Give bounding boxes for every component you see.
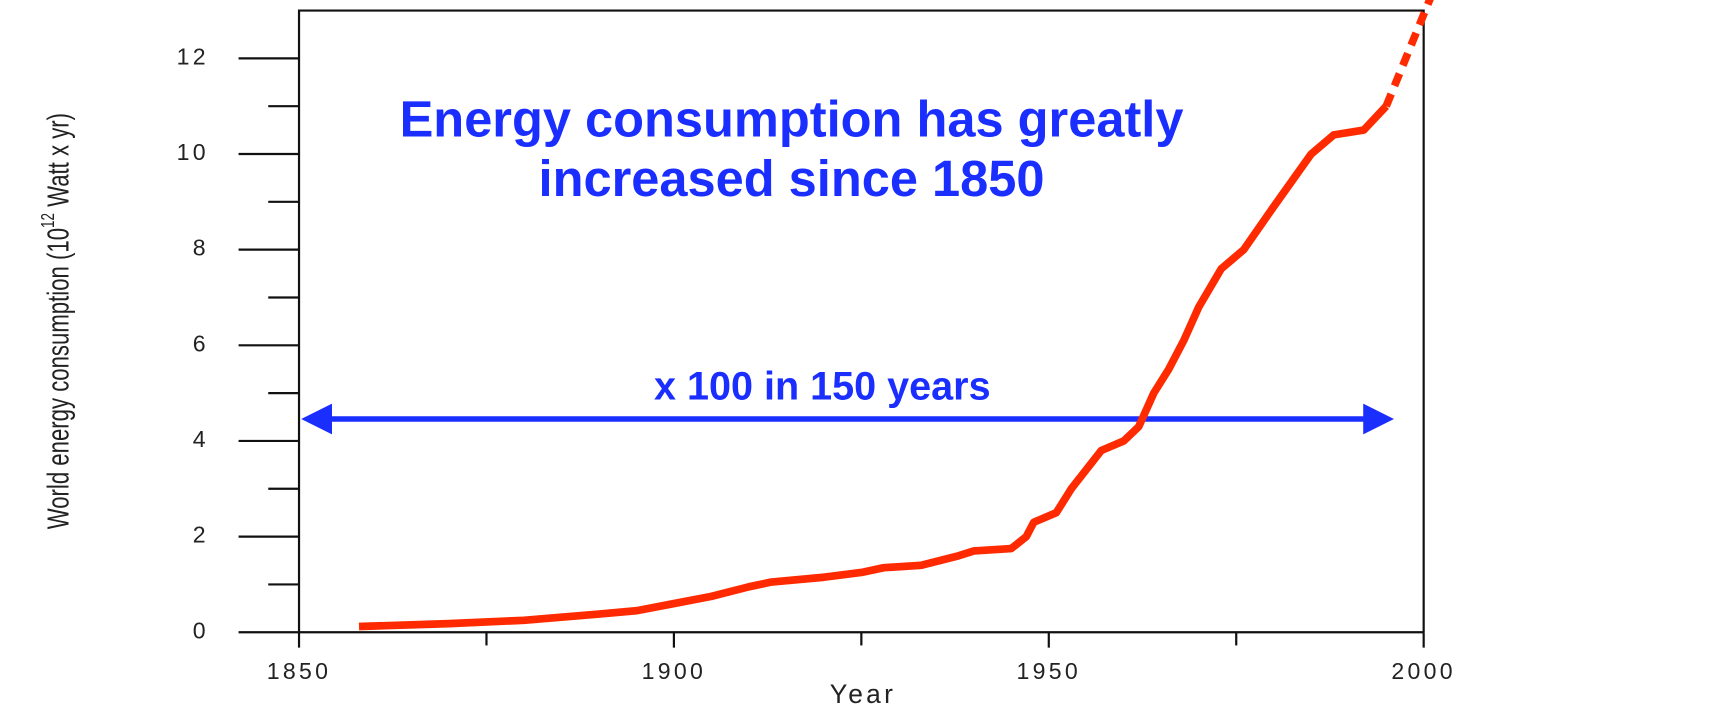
arrow-label: x 100 in 150 years bbox=[654, 365, 991, 409]
y-tick-label: 2 bbox=[193, 522, 209, 548]
y-label-part: World energy consumption (10 bbox=[41, 228, 75, 529]
x-tick-label: 2000 bbox=[1391, 658, 1456, 684]
y-tick-label: 10 bbox=[177, 139, 209, 165]
y-axis-label: World energy consumption (1012 Watt x yr… bbox=[38, 113, 75, 529]
y-tick-label: 8 bbox=[193, 235, 209, 261]
y-tick-label: 4 bbox=[193, 426, 209, 452]
data-line bbox=[1382, 0, 1434, 108]
x-tick-label: 1900 bbox=[642, 658, 707, 684]
y-label-part: Watt x yr) bbox=[41, 113, 75, 213]
x-axis-label: Year bbox=[830, 679, 896, 706]
data-line bbox=[358, 103, 1389, 631]
x-tick-label: 1850 bbox=[267, 658, 332, 684]
y-tick-label: 0 bbox=[193, 617, 209, 643]
y-label-sup: 12 bbox=[38, 213, 59, 228]
annotation-line: increased since 1850 bbox=[539, 150, 1045, 207]
y-tick-label: 6 bbox=[193, 330, 209, 356]
plot-frame bbox=[297, 9, 1425, 633]
annotation-line: Energy consumption has greatly bbox=[400, 91, 1184, 148]
double-arrow bbox=[301, 403, 1394, 435]
x-tick-label: 1950 bbox=[1017, 658, 1082, 684]
y-tick-label: 12 bbox=[177, 43, 209, 69]
